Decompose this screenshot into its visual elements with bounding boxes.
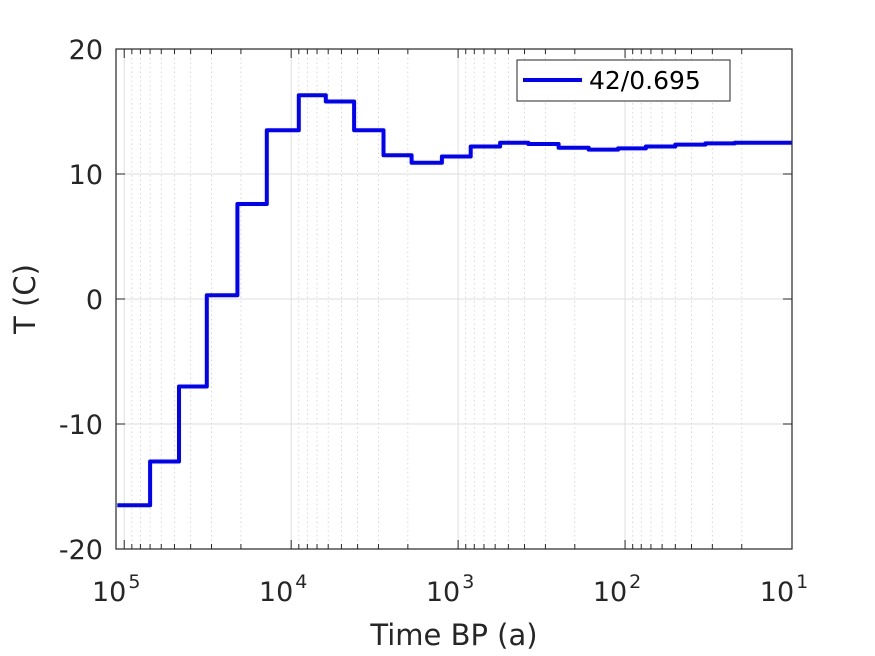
x-tick-label: 10 5 bbox=[92, 571, 140, 608]
x-tick-label: 10 1 bbox=[760, 571, 808, 608]
y-axis-label: T (C) bbox=[8, 264, 42, 335]
y-tick-label: 20 bbox=[69, 35, 103, 66]
x-tick-labels: 10 5 10 4 10 3 10 2 10 1 bbox=[92, 571, 808, 608]
x-tick-label: 10 4 bbox=[259, 571, 307, 608]
y-tick-labels: 20 10 0 -10 -20 bbox=[59, 35, 103, 566]
legend-label: 42/0.695 bbox=[589, 66, 701, 95]
tick-marks bbox=[116, 48, 793, 550]
x-tick-label: 10 3 bbox=[426, 571, 474, 608]
y-tick-label: 10 bbox=[69, 160, 103, 191]
y-tick-label: -20 bbox=[59, 535, 103, 566]
series-line bbox=[117, 93, 792, 508]
y-tick-label: 0 bbox=[86, 285, 103, 316]
x-axis-label: Time BP (a) bbox=[369, 618, 537, 652]
series-layer bbox=[117, 93, 792, 508]
y-tick-label: -10 bbox=[59, 410, 103, 441]
x-tick-label: 10 2 bbox=[593, 571, 641, 608]
legend: 42/0.695 bbox=[516, 59, 731, 102]
